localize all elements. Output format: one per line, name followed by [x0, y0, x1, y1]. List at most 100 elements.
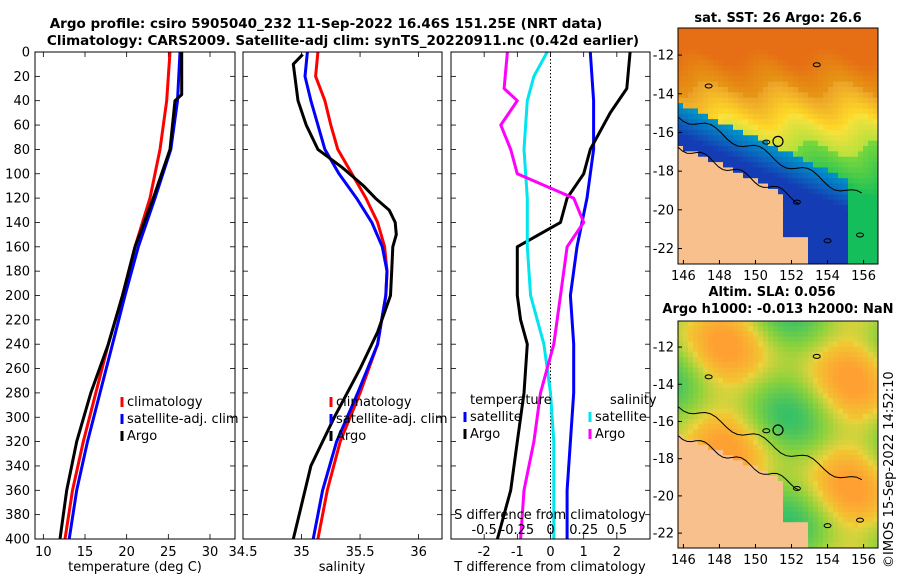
- map-cell: [768, 398, 774, 405]
- map-cell: [858, 486, 864, 492]
- map-cell: [708, 542, 714, 548]
- map-cell: [818, 247, 824, 254]
- map-cell: [683, 434, 689, 441]
- map-cell: [743, 135, 749, 142]
- map-cell: [763, 424, 769, 430]
- map-cell: [803, 367, 809, 374]
- map-cell: [808, 49, 814, 56]
- map-cell: [718, 346, 724, 353]
- map-cell: [843, 92, 849, 99]
- map-cell: [783, 367, 789, 374]
- map-cell: [828, 326, 834, 332]
- map-cell: [838, 346, 844, 353]
- map-cell: [808, 178, 814, 185]
- map-cell: [728, 140, 734, 147]
- map-cell: [768, 372, 774, 379]
- map-cell: [798, 444, 804, 451]
- map-cell: [778, 367, 784, 374]
- map-cell: [813, 97, 819, 104]
- map-cell: [718, 388, 724, 394]
- map-cell: [733, 60, 739, 67]
- map-cell: [803, 183, 809, 190]
- map-cell: [738, 511, 744, 518]
- map-cell: [863, 151, 869, 158]
- map-cell: [693, 470, 699, 477]
- x-tick-label: -2: [478, 545, 491, 560]
- map-cell: [868, 398, 874, 405]
- map-cell: [833, 403, 839, 410]
- map-cell: [778, 496, 784, 503]
- map-cell: [863, 413, 869, 420]
- map-cell: [738, 372, 744, 379]
- map-cell: [748, 237, 754, 244]
- map-cell: [843, 506, 849, 513]
- map-cell: [833, 460, 839, 467]
- map-cell: [838, 341, 844, 348]
- map-cell: [678, 237, 684, 244]
- map-cell: [803, 382, 809, 389]
- map-cell: [778, 151, 784, 158]
- map-cell: [728, 28, 734, 34]
- map-cell: [858, 491, 864, 498]
- map-cell: [823, 253, 829, 260]
- map-cell: [703, 205, 709, 211]
- map-cell: [713, 346, 719, 353]
- map-cell: [873, 486, 878, 492]
- map-cell: [738, 183, 744, 190]
- map-cell: [763, 382, 769, 389]
- map-cell: [718, 103, 724, 110]
- map-cell: [738, 398, 744, 405]
- map-cell: [688, 156, 694, 163]
- map-cell: [698, 108, 704, 115]
- map-cell: [678, 367, 684, 374]
- map-cell: [853, 326, 859, 332]
- map-cell: [843, 408, 849, 415]
- map-cell: [803, 70, 809, 77]
- map-cell: [843, 346, 849, 353]
- map-cell: [698, 351, 704, 358]
- map-cell: [703, 532, 709, 539]
- map-cell: [748, 54, 754, 61]
- map-cell: [728, 194, 734, 201]
- map-cell: [698, 480, 704, 487]
- map-cell: [733, 475, 739, 482]
- map-cell: [773, 480, 779, 487]
- map-cell: [828, 167, 834, 174]
- map-cell: [728, 393, 734, 399]
- x-tick-label: 10: [35, 545, 52, 560]
- map-cell: [693, 367, 699, 374]
- map-cell: [813, 372, 819, 379]
- map-cell: [758, 331, 764, 338]
- map-cell: [853, 413, 859, 420]
- map-cell: [713, 135, 719, 142]
- map-cell: [788, 326, 794, 332]
- map-cell: [768, 491, 774, 498]
- map-cell: [688, 199, 694, 206]
- map-cell: [853, 465, 859, 472]
- map-cell: [788, 140, 794, 147]
- map-cell: [733, 393, 739, 399]
- map-cell: [748, 377, 754, 384]
- map-cell: [753, 444, 759, 451]
- map-cell: [778, 341, 784, 348]
- map-cell: [773, 81, 779, 88]
- map-cell: [678, 178, 684, 185]
- map-cell: [678, 124, 684, 131]
- map-cell: [858, 434, 864, 441]
- map-cell: [838, 357, 844, 363]
- map-cell: [683, 517, 689, 523]
- map-cell: [803, 108, 809, 115]
- map-cell: [683, 33, 689, 40]
- map-cell: [843, 129, 849, 136]
- map-cell: [863, 242, 869, 249]
- map-cell: [678, 424, 684, 430]
- map-cell: [738, 537, 744, 544]
- map-cell: [753, 537, 759, 544]
- map-cell: [823, 135, 829, 142]
- map-cell: [723, 413, 729, 420]
- map-cell: [748, 455, 754, 461]
- map-cell: [693, 398, 699, 405]
- map-cell: [778, 522, 784, 528]
- map-cell: [763, 258, 769, 264]
- map-cell: [833, 237, 839, 244]
